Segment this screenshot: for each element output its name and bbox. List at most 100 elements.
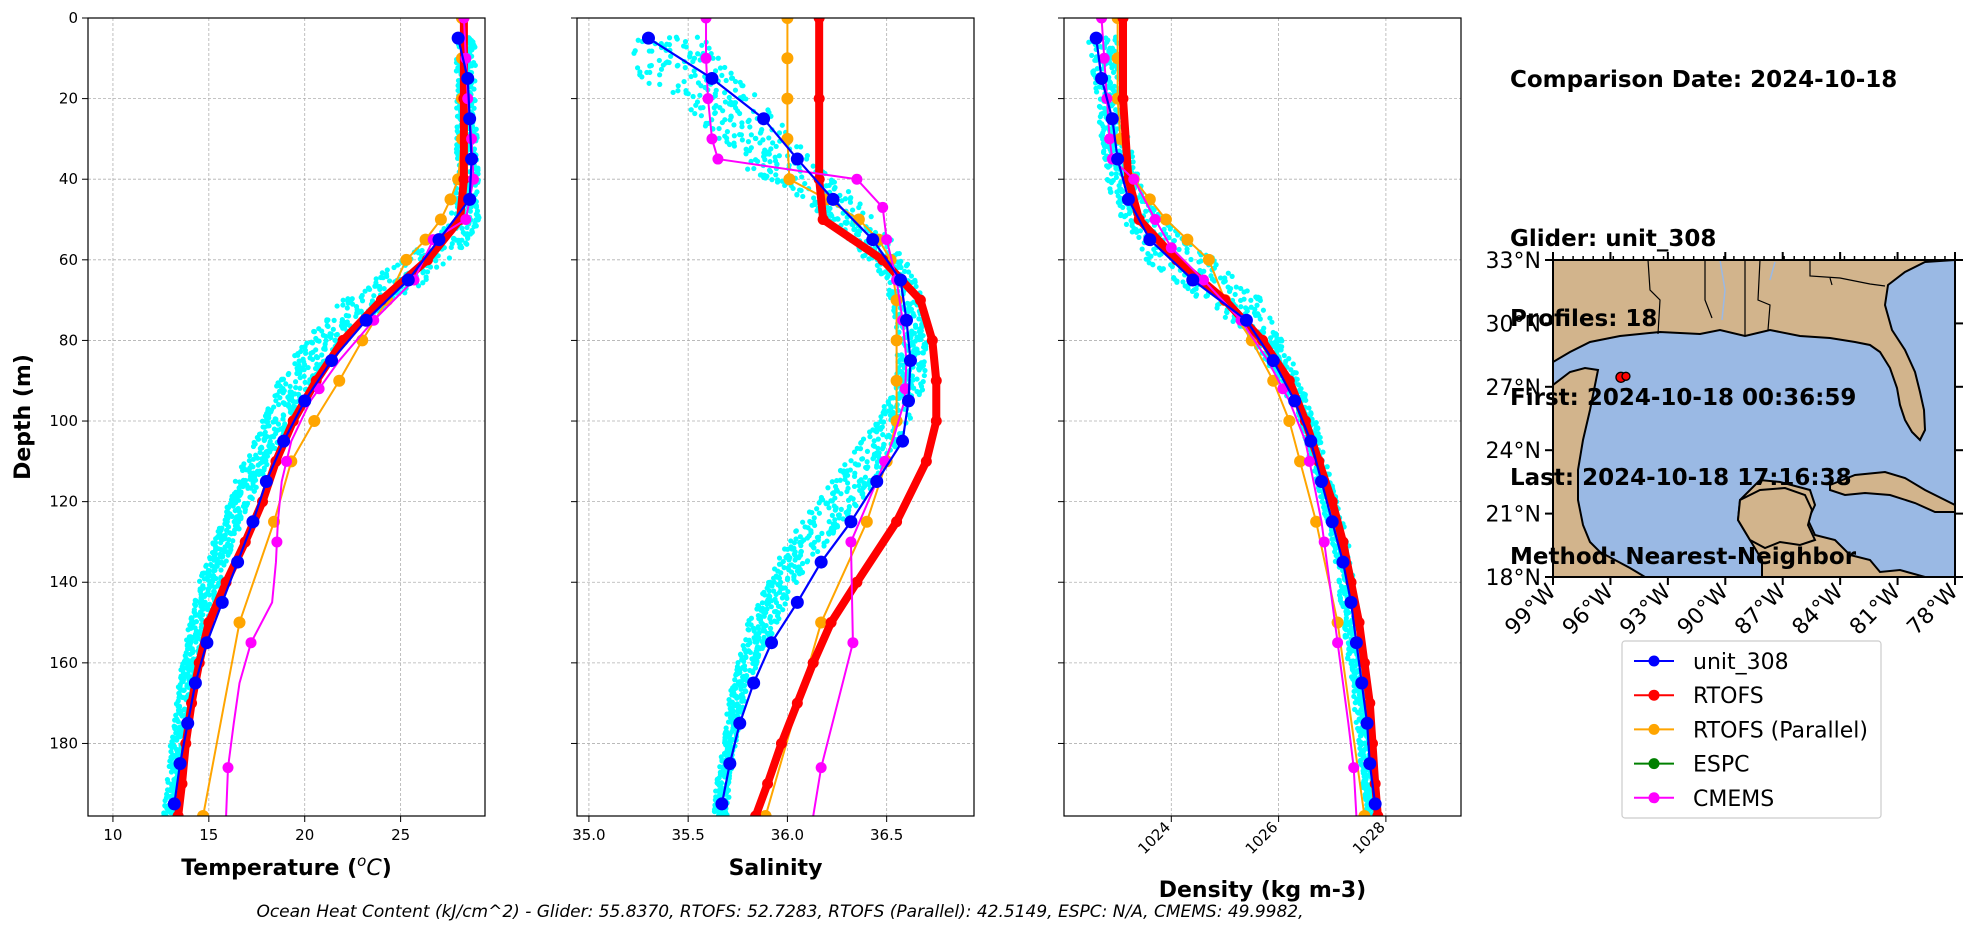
raw-glider-point [875,436,881,442]
raw-glider-point [341,324,347,330]
raw-glider-point [856,204,862,211]
raw-glider-point [297,375,303,381]
raw-glider-point [226,536,232,543]
info-panel: Comparison Date: 2024-10-18 Glider: unit… [1510,14,1897,597]
raw-glider-point [823,500,829,506]
raw-glider-point [327,334,333,340]
x-tick-label: 36.0 [771,826,804,844]
raw-glider-point [782,182,788,189]
raw-glider-point [694,34,701,40]
raw-glider-point [856,483,862,489]
raw-glider-point [1137,228,1144,234]
raw-glider-point [793,579,799,585]
raw-glider-point [1184,249,1190,255]
raw-glider-point [1343,627,1349,633]
raw-glider-point [792,557,798,563]
series-marker [641,31,655,45]
raw-glider-point [174,748,180,754]
series-marker [1326,496,1338,508]
raw-glider-point [881,404,887,410]
raw-glider-point [1114,189,1120,195]
raw-glider-point [840,516,846,522]
raw-glider-point [800,519,806,525]
series-marker [1358,657,1370,669]
raw-glider-point [179,687,185,693]
series-marker [781,18,794,24]
raw-glider-point [1222,314,1228,320]
series-marker [1165,242,1177,254]
raw-glider-point [323,333,329,339]
raw-glider-point [666,42,673,48]
raw-glider-point [697,105,704,111]
raw-glider-point [810,551,816,557]
raw-glider-point [769,177,775,183]
glider-name: Glider: unit_308 [1510,226,1717,252]
series-marker [465,152,479,166]
series-marker [1344,595,1358,609]
series-marker [706,133,718,145]
raw-glider-point [739,137,745,143]
raw-glider-point [1336,579,1343,585]
raw-glider-point [359,298,366,304]
raw-glider-point [826,519,832,525]
raw-glider-point [1123,212,1129,219]
series-marker [900,313,914,327]
raw-glider-point [687,53,693,59]
raw-glider-point [371,293,377,299]
raw-glider-point [315,354,321,361]
raw-glider-point [732,702,739,708]
raw-glider-point [255,462,261,468]
raw-glider-point [850,496,856,502]
raw-glider-point [743,637,749,643]
raw-glider-point [778,570,784,576]
raw-glider-point [923,346,929,352]
raw-glider-point [767,159,773,165]
raw-glider-point [161,812,167,816]
raw-glider-point [658,66,665,72]
raw-glider-point [913,324,919,330]
raw-glider-point [280,400,286,406]
raw-glider-point [821,543,827,549]
raw-glider-point [1129,229,1135,235]
series-marker [1337,536,1349,548]
raw-glider-point [657,72,663,78]
raw-glider-point [1166,235,1172,241]
raw-glider-point [692,110,698,117]
raw-glider-point [668,53,674,59]
raw-glider-point [780,607,786,613]
raw-glider-point [810,163,816,169]
raw-glider-point [294,352,300,358]
raw-glider-point [365,285,372,291]
raw-glider-point [1086,39,1092,45]
raw-glider-point [1267,315,1273,321]
raw-glider-point [874,464,880,470]
raw-glider-point [864,448,871,454]
raw-glider-point [845,497,852,503]
raw-glider-point [921,372,927,379]
raw-glider-point [175,719,181,725]
raw-glider-point [267,449,273,455]
series-marker [1363,757,1377,771]
series-marker [277,434,291,448]
series-marker [851,576,863,588]
series-marker [1105,112,1119,126]
raw-glider-point [764,173,770,179]
raw-glider-point [212,584,218,590]
raw-glider-point [464,224,470,231]
raw-glider-point [752,92,758,98]
series-marker [298,394,312,408]
raw-glider-point [266,423,272,429]
series-marker [451,31,465,45]
raw-glider-point [726,732,733,739]
raw-glider-point [302,379,308,385]
raw-glider-point [1233,284,1239,290]
raw-glider-point [297,385,303,391]
series-marker [463,112,477,126]
raw-glider-point [844,488,850,495]
raw-glider-point [784,577,791,583]
raw-glider-point [839,198,845,204]
raw-glider-point [843,220,849,226]
raw-glider-point [690,58,696,65]
raw-glider-point [212,567,218,573]
raw-glider-point [878,426,884,432]
